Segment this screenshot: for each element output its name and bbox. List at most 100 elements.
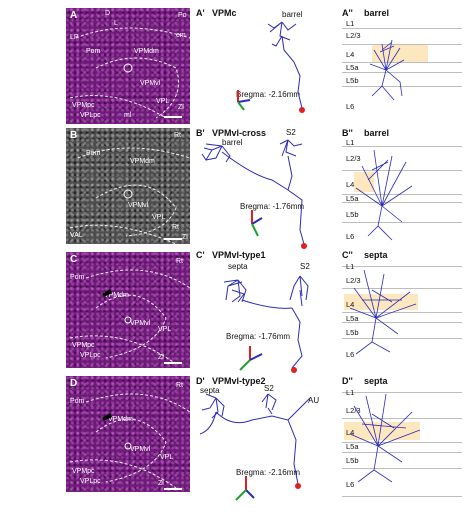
region-vpmvl: VPMvl bbox=[140, 80, 161, 87]
region-pom: Pom bbox=[70, 398, 85, 405]
scale-bar bbox=[164, 488, 182, 490]
layer-label-l5b: L5b bbox=[346, 328, 359, 337]
reconstruction-title-d: VPMvl-type2 bbox=[212, 376, 266, 386]
region-vpmvl: VPMvl bbox=[130, 446, 151, 453]
layer-label-l5a: L5a bbox=[346, 194, 359, 203]
region-lp: LP bbox=[70, 34, 79, 41]
region-po: Po bbox=[178, 12, 187, 19]
l4-highlight bbox=[344, 422, 420, 440]
region-vpmpc: VPMpc bbox=[72, 102, 95, 109]
layer-label-l1: L1 bbox=[346, 262, 355, 271]
l4-highlight bbox=[372, 44, 428, 62]
panel-letter-c-dprime: C'' bbox=[342, 250, 353, 260]
orientation-l: L bbox=[114, 20, 118, 27]
bregma-label-d: Bregma: -2.16mm bbox=[236, 468, 301, 477]
histology-panel-a: A D L LP Po Pom VPMdm VPMvl VPL VPMpc VP… bbox=[66, 8, 190, 124]
panel-letter-d-prime: D' bbox=[196, 376, 205, 386]
target-label-barrel: barrel bbox=[282, 10, 303, 19]
region-zl: Zl bbox=[158, 480, 164, 487]
region-vpl: VPL bbox=[158, 326, 172, 333]
panel-letter-d-dprime: D'' bbox=[342, 376, 353, 386]
panel-letter-b-dprime: B'' bbox=[342, 128, 353, 138]
histology-panel-d: D Pom VPMdm Rt VPMvl VPL VPMpc VPLpc Zl bbox=[66, 376, 190, 492]
region-zl: Zl bbox=[178, 104, 184, 111]
target-label-s2: S2 bbox=[264, 384, 274, 393]
reconstruction-title-b: VPMvl-cross bbox=[212, 128, 267, 138]
region-vpmdm: VPMdm bbox=[134, 48, 159, 55]
region-vpmvl: VPMvl bbox=[130, 320, 151, 327]
region-rt: Rt bbox=[176, 382, 183, 389]
layer-label-l5a: L5a bbox=[346, 314, 359, 323]
layer-panel-title-d: septa bbox=[364, 376, 388, 386]
region-pom: Pom bbox=[70, 274, 85, 281]
region-vplpc: VPLpc bbox=[80, 478, 101, 485]
layer-label-l4: L4 bbox=[346, 180, 355, 189]
layer-label-l1: L1 bbox=[346, 138, 355, 147]
histology-panel-c: C Pom VPMdm Rt VPMvl VPL VPMpc VPLpc Zl bbox=[66, 252, 190, 368]
region-vpmvl: VPMvl bbox=[128, 202, 149, 209]
layer-label-l4: L4 bbox=[346, 50, 355, 59]
layer-panel-title-b: barrel bbox=[364, 128, 390, 138]
target-label-septa: septa bbox=[200, 386, 220, 395]
layer-label-l4: L4 bbox=[346, 300, 355, 309]
bregma-label-b: Bregma: -1.76mm bbox=[240, 202, 305, 211]
layer-label-l5b: L5b bbox=[346, 456, 359, 465]
layer-label-l23: L2/3 bbox=[346, 31, 361, 40]
layer-label-l5a: L5a bbox=[346, 442, 359, 451]
layer-label-l1: L1 bbox=[346, 388, 355, 397]
layer-label-l1: L1 bbox=[346, 19, 355, 28]
panel-letter-c-prime: C' bbox=[196, 250, 205, 260]
histology-panel-b: B Rt Pom VPMdm VPMvl VPL VAL Rt Zl bbox=[66, 128, 190, 244]
region-vpmdm: VPMdm bbox=[130, 158, 155, 165]
layer-label-l5b: L5b bbox=[346, 210, 359, 219]
region-vpl: VPL bbox=[160, 454, 174, 461]
panel-letter-a-prime: A' bbox=[196, 8, 205, 18]
region-val: VAL bbox=[70, 232, 83, 239]
region-vpl: VPL bbox=[152, 214, 166, 221]
bregma-label-a: Bregma: -2.16mm bbox=[236, 90, 301, 99]
l4-highlight bbox=[354, 172, 374, 192]
panel-letter-b: B bbox=[70, 130, 78, 141]
region-rt-lower: Rt bbox=[172, 224, 179, 231]
layer-label-l4: L4 bbox=[346, 428, 355, 437]
cortical-arbors bbox=[349, 39, 421, 483]
target-label-s2: S2 bbox=[300, 262, 310, 271]
layer-label-l23: L2/3 bbox=[346, 406, 361, 415]
region-vplpc: VPLpc bbox=[80, 352, 101, 359]
panel-letter-a-dprime: A'' bbox=[342, 8, 353, 18]
bregma-label-c: Bregma: -1.76mm bbox=[226, 332, 291, 341]
region-rt: Rt bbox=[174, 132, 181, 139]
histology-outlines bbox=[69, 27, 191, 489]
layer-label-l6: L6 bbox=[346, 232, 355, 241]
target-label-au: AU bbox=[308, 396, 320, 405]
region-vpmpc: VPMpc bbox=[72, 342, 95, 349]
target-label-s2: S2 bbox=[286, 128, 296, 137]
panel-letter-a: A bbox=[70, 10, 78, 21]
region-vpmdm: VPMdm bbox=[104, 292, 129, 299]
region-pom: Pom bbox=[86, 48, 101, 55]
panel-letter-c: C bbox=[70, 254, 78, 265]
target-label-barrel: barrel bbox=[222, 138, 243, 147]
region-ml: ml bbox=[124, 112, 132, 119]
region-zl: Zl bbox=[158, 354, 164, 361]
scale-bar bbox=[164, 362, 182, 364]
layer-panel-title-c: septa bbox=[364, 250, 388, 260]
orientation-d: D bbox=[105, 10, 111, 17]
axon-reconstructions bbox=[199, 21, 311, 501]
scale-bar bbox=[164, 116, 182, 118]
layer-label-l6: L6 bbox=[346, 350, 355, 359]
reconstruction-title-c: VPMvl-type1 bbox=[212, 250, 266, 260]
layer-label-l5b: L5b bbox=[346, 76, 359, 85]
region-rt: Rt bbox=[176, 258, 183, 265]
scale-bar bbox=[164, 238, 182, 240]
region-vplpc: VPLpc bbox=[80, 112, 101, 119]
layer-column: A'' barrel L1 L2/3 L4 L5a L5b L6 B'' bar… bbox=[342, 0, 474, 514]
target-label-septa: septa bbox=[228, 262, 248, 271]
region-vpl: VPL bbox=[156, 98, 170, 105]
region-vpmpc: VPMpc bbox=[72, 468, 95, 475]
layer-label-l6: L6 bbox=[346, 480, 355, 489]
panel-letter-b-prime: B' bbox=[196, 128, 205, 138]
layer-label-l23: L2/3 bbox=[346, 276, 361, 285]
l4-highlight bbox=[344, 294, 418, 310]
region-zl: Zl bbox=[182, 234, 188, 241]
